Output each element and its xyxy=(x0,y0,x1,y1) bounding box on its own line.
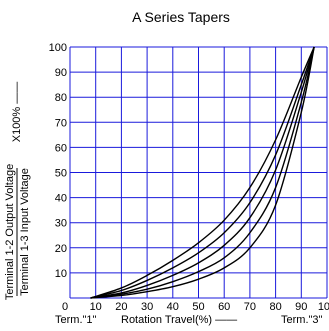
y-label-top: Terminal 1-2 Output Voltage xyxy=(4,164,16,300)
series-lines xyxy=(90,46,315,299)
y-label-unit: X100% —— xyxy=(11,82,23,143)
taper-curve xyxy=(90,46,315,299)
y-tick-labels: 10 20 30 40 50 60 70 80 90 100 xyxy=(49,42,67,280)
x-tick-label: 40 xyxy=(167,301,179,313)
x-tick-label: 0 xyxy=(62,301,68,313)
x-tick-label: 10 xyxy=(90,301,102,313)
y-tick-label: 40 xyxy=(55,193,67,205)
x-end-label: Term."3" xyxy=(281,314,323,326)
y-tick-label: 90 xyxy=(55,67,67,79)
taper-curve xyxy=(90,46,315,299)
plot-grid xyxy=(69,46,328,299)
x-tick-label: 90 xyxy=(295,301,307,313)
x-tick-label: 20 xyxy=(115,301,127,313)
y-tick-label: 70 xyxy=(55,117,67,129)
x-axis-title: Rotation Travel(%) —— xyxy=(121,314,237,326)
taper-curve xyxy=(90,46,315,299)
y-tick-label: 50 xyxy=(55,168,67,180)
x-tick-label: 30 xyxy=(141,301,153,313)
x-start-label: Term."1" xyxy=(55,314,97,326)
taper-curve xyxy=(90,46,315,299)
x-tick-label: 60 xyxy=(218,301,230,313)
x-tick-label: 50 xyxy=(192,301,204,313)
y-tick-label: 10 xyxy=(55,268,67,280)
y-label-bottom: Terminal 1-3 Input Voltage xyxy=(19,168,31,296)
x-tick-label: 70 xyxy=(244,301,256,313)
y-axis-title: Terminal 1-2 Output Voltage Terminal 1-3… xyxy=(4,164,31,300)
x-tick-label: 80 xyxy=(269,301,281,313)
taper-curve xyxy=(90,46,315,299)
y-tick-label: 80 xyxy=(55,92,67,104)
y-tick-label: 20 xyxy=(55,243,67,255)
y-tick-label: 60 xyxy=(55,142,67,154)
x-tick-labels: 0 10 20 30 40 50 60 70 80 90 100 xyxy=(62,301,329,313)
chart-title: A Series Tapers xyxy=(132,9,230,25)
x-tick-label: 100 xyxy=(318,301,329,313)
y-tick-label: 100 xyxy=(49,42,67,54)
y-tick-label: 30 xyxy=(55,218,67,230)
